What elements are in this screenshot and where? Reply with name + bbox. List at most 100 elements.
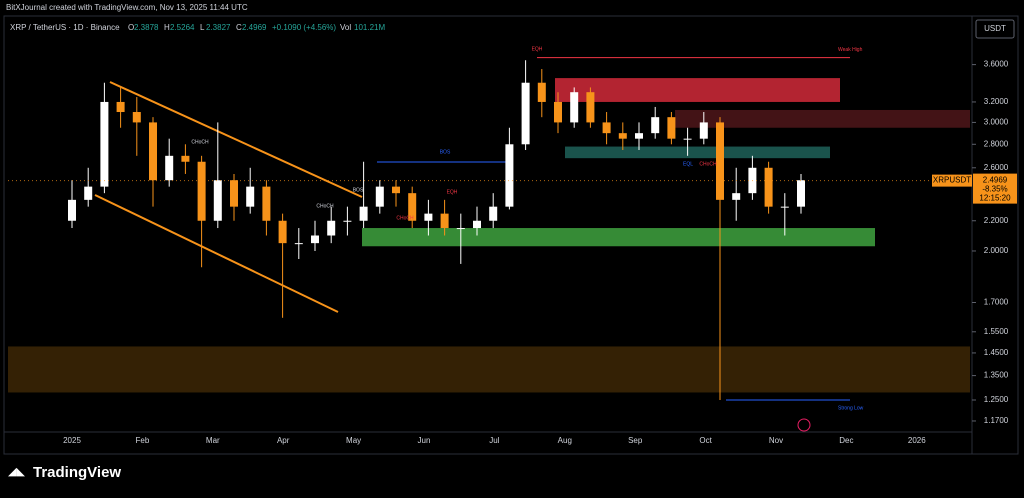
candle-body bbox=[311, 235, 319, 244]
currency: USDT bbox=[984, 24, 1006, 33]
zone bbox=[362, 228, 875, 247]
annotation: BOS bbox=[440, 149, 451, 155]
currency-box bbox=[975, 19, 1015, 39]
channel-upper bbox=[109, 81, 363, 198]
x-tick-label: Nov bbox=[769, 436, 783, 445]
candle-body bbox=[230, 180, 238, 207]
candle-body bbox=[440, 213, 449, 229]
y-tick-label: 2.2000 bbox=[984, 216, 1009, 225]
candle-body bbox=[100, 101, 109, 187]
candle-body bbox=[797, 180, 805, 207]
axes: 1.1700 1.2500 1.3500 1.4500 1.5500 1.7000 2.00… bbox=[63, 60, 1009, 445]
volume: 101.21M bbox=[354, 23, 385, 32]
annotations: BOS EQH CHoCH EQL BOS CHoCH CHoCH EQH CHoCH bbox=[191, 46, 717, 221]
x-tick-label: Feb bbox=[136, 436, 150, 445]
candle-body bbox=[213, 180, 222, 221]
symbol: XRP / TetherUS · 1D · Binance bbox=[10, 23, 120, 32]
candle-body bbox=[262, 186, 271, 221]
symbol-tag-bg bbox=[932, 174, 972, 187]
candle-body bbox=[84, 186, 93, 200]
candles bbox=[68, 60, 805, 400]
candle-body bbox=[116, 101, 125, 113]
x-tick-label: Oct bbox=[699, 436, 712, 445]
credit: BitXJournal created with TradingView.com… bbox=[6, 3, 248, 12]
y-tick-label: 3.2000 bbox=[984, 97, 1009, 106]
candle-body bbox=[375, 186, 384, 207]
x-tick-label: 2026 bbox=[908, 436, 926, 445]
annotation: CHoCH bbox=[396, 215, 414, 221]
x-tick-label: Jul bbox=[489, 436, 499, 445]
candle-body bbox=[424, 213, 433, 221]
volume-label: Vol bbox=[340, 23, 351, 32]
flash-icon[interactable] bbox=[797, 418, 811, 432]
x-tick-label: Jun bbox=[418, 436, 431, 445]
ohlc-readout: O 2.3878 H 2.5264 L 2.3827 C 2.4969 +0.1090 (+4.… bbox=[128, 23, 385, 32]
countdown: 12:15:20 bbox=[979, 194, 1011, 203]
ohlc-value: 2.4969 bbox=[242, 23, 267, 32]
price-tag-bg bbox=[973, 173, 1017, 204]
candle-body bbox=[764, 167, 773, 207]
y-tick-label: 2.8000 bbox=[984, 139, 1009, 148]
candle-body bbox=[716, 122, 724, 200]
price-tag: 2.4969 bbox=[983, 176, 1008, 185]
y-tick-label: 1.3500 bbox=[984, 371, 1009, 380]
zone bbox=[565, 146, 830, 159]
candle-body bbox=[699, 122, 708, 139]
ohlc-label: L bbox=[200, 23, 205, 32]
candle-body bbox=[780, 206, 789, 208]
x-tick-label: Mar bbox=[206, 436, 220, 445]
price-change: -8.35% bbox=[982, 185, 1007, 194]
candle-body bbox=[473, 220, 481, 229]
annotation: EQH bbox=[447, 189, 458, 195]
annotation: EQH bbox=[532, 46, 543, 52]
candle-body bbox=[343, 220, 352, 222]
zone bbox=[555, 78, 840, 102]
candle-body bbox=[456, 228, 465, 230]
ohlc-value: 2.3878 bbox=[134, 23, 159, 32]
symbol-tag: XRPUSDT bbox=[933, 176, 971, 185]
annotation: CHoCH bbox=[316, 203, 334, 209]
candle-body bbox=[635, 133, 643, 139]
candle-body bbox=[554, 101, 562, 123]
candle-body bbox=[68, 199, 76, 221]
y-tick-label: 1.5500 bbox=[984, 327, 1009, 336]
x-tick-label: 2025 bbox=[63, 436, 81, 445]
price-badge: XRPUSDT 2.4969-8.35%12:15:20 bbox=[8, 173, 1017, 204]
candle-body bbox=[294, 243, 303, 245]
candle-body bbox=[197, 161, 206, 221]
x-tick-label: May bbox=[346, 436, 361, 445]
y-tick-label: 3.6000 bbox=[984, 60, 1009, 69]
frame bbox=[3, 15, 1019, 455]
candle-body bbox=[602, 122, 611, 134]
zone bbox=[8, 346, 970, 393]
logo-mark: ◢◣ bbox=[8, 466, 25, 478]
candle-body bbox=[570, 92, 579, 123]
candle-body bbox=[505, 144, 514, 207]
x-tick-label: Dec bbox=[839, 436, 853, 445]
annotation: EQL bbox=[683, 161, 693, 167]
zone bbox=[675, 109, 970, 128]
y-tick-label: 2.6000 bbox=[984, 163, 1009, 172]
ohlc-label: C bbox=[236, 23, 242, 32]
candle-body bbox=[392, 186, 400, 194]
annotation: CHoCH bbox=[191, 139, 209, 145]
x-tick-label: Sep bbox=[628, 436, 643, 445]
candle-body bbox=[537, 82, 546, 102]
strong-low-label: Strong Low bbox=[838, 405, 864, 411]
y-tick-label: 1.4500 bbox=[984, 348, 1009, 357]
brand: TradingView bbox=[33, 464, 121, 481]
change: +0.1090 (+4.56%) bbox=[272, 23, 336, 32]
ohlc-label: O bbox=[128, 23, 134, 32]
zones: Weak High Strong Low bbox=[8, 47, 970, 411]
candle-body bbox=[359, 206, 368, 221]
y-tick-label: 3.0000 bbox=[984, 118, 1009, 127]
candle-body bbox=[181, 155, 190, 162]
candle-body bbox=[246, 186, 255, 207]
candle-body bbox=[149, 122, 157, 181]
candle-body bbox=[165, 155, 174, 181]
candle-body bbox=[327, 220, 336, 236]
x-tick-label: Apr bbox=[277, 436, 290, 445]
